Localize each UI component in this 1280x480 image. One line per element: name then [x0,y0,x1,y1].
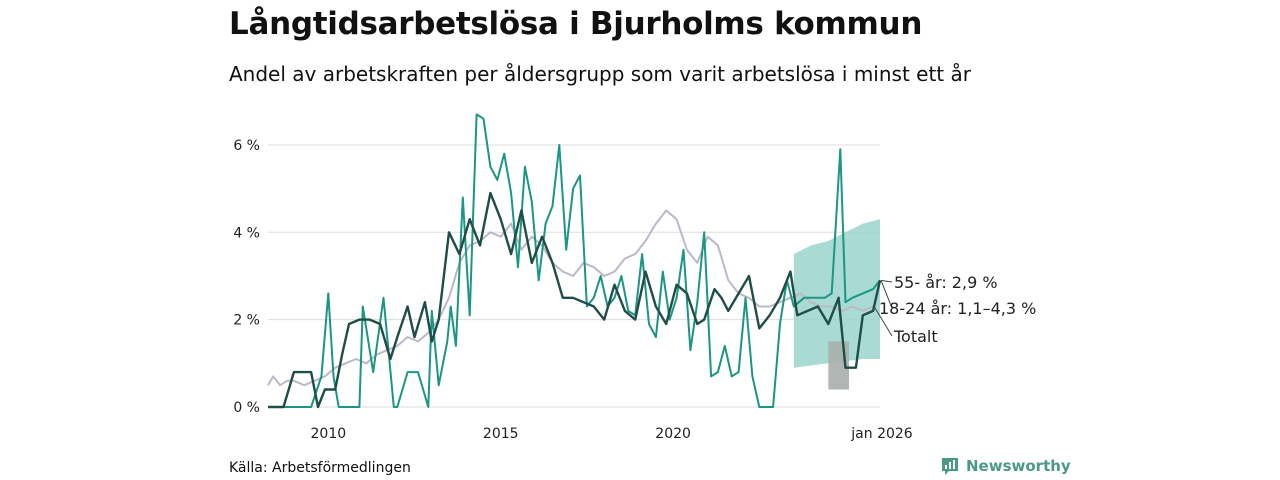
band-18-24 [793,219,880,368]
series-line-18-24-r [268,113,881,408]
newsworthy-icon [942,458,958,475]
label-leader [873,306,893,337]
series-end-label: Totalt [893,327,938,346]
brand-logo: Newsworthy [940,456,1071,476]
chart-subtitle: Andel av arbetskraften per åldersgrupp s… [229,62,971,86]
x-tick-label: 2010 [311,426,347,442]
series-end-label: 55- år: 2,9 % [894,273,998,292]
y-axis: 0 % 2 % 4 % 6 % [233,138,260,416]
y-gridlines [268,144,880,408]
label-leader [880,280,893,309]
series-end-labels: Totalt 18-24 år: 1,1–4,3 % 55- år: 2,9 % [873,273,1036,346]
y-tick-label: 4 % [233,225,260,241]
brand-name: Newsworthy [966,457,1071,475]
series-lines [267,113,882,409]
series-end-label: 18-24 år: 1,1–4,3 % [879,299,1036,318]
x-tick-label: jan 2026 [850,426,913,442]
chart-title: Långtidsarbetslösa i Bjurholms kommun [229,6,923,42]
y-tick-label: 0 % [233,400,260,416]
y-tick-label: 2 % [233,313,260,329]
y-tick-label: 6 % [233,138,260,154]
source-note: Källa: Arbetsförmedlingen [229,460,411,476]
x-tick-label: 2015 [483,426,519,442]
x-axis: 2010 2015 2020 jan 2026 [311,426,913,442]
label-leader [880,279,893,283]
series-line-55-r [268,191,882,409]
x-tick-label: 2020 [655,426,691,442]
line-chart: 0 % 2 % 4 % 6 % 2010 2015 2020 jan 2026 Totalt… [233,113,1036,442]
series-line-totalt [267,209,874,387]
